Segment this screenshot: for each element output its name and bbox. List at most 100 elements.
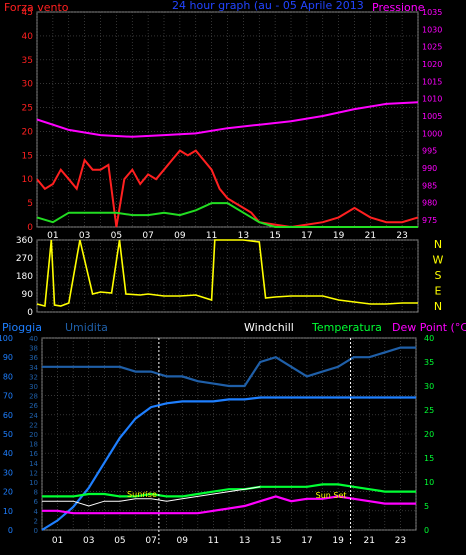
- temp-tick-20: 20: [424, 430, 434, 439]
- climate-x-tick-17: 17: [301, 536, 312, 546]
- climate-x-tick-11: 11: [208, 536, 219, 546]
- wind-tick-45: 45: [22, 8, 33, 18]
- pressure-axis-label: Pressione: [372, 1, 425, 14]
- temp-tick-35: 35: [424, 358, 434, 367]
- humidity-tick-30: 30: [29, 383, 38, 391]
- x-tick-01: 01: [47, 231, 58, 241]
- dir-tick-0: 0: [27, 308, 33, 318]
- climate-x-tick-19: 19: [332, 536, 344, 546]
- chart-title: 24 hour graph (au - 05 Aprile 2013: [172, 0, 364, 12]
- rain-tick-70: 70: [3, 392, 13, 401]
- humidity-tick-26: 26: [29, 402, 38, 410]
- climate-x-tick-05: 05: [114, 536, 125, 546]
- dir-tick-360: 360: [16, 236, 33, 246]
- climate-x-tick-15: 15: [270, 536, 281, 546]
- wind-tick-40: 40: [22, 32, 34, 42]
- pressure-tick-1015: 1015: [422, 77, 442, 86]
- temp-tick-40: 40: [424, 334, 434, 343]
- x-tick-11: 11: [206, 231, 217, 241]
- wind-axis-label: Forza vento: [4, 1, 69, 14]
- direction-axis-ticks: 0 90 180 270 360: [16, 236, 33, 318]
- humidity-tick-2: 2: [34, 517, 38, 525]
- climate-x-tick-01: 01: [52, 536, 63, 546]
- x-tick-07: 07: [142, 231, 153, 241]
- x-tick-13: 13: [238, 231, 249, 241]
- humidity-tick-10: 10: [29, 479, 38, 487]
- pressure-tick-975: 975: [422, 216, 437, 225]
- climate-x-tick-13: 13: [239, 536, 250, 546]
- rain-tick-40: 40: [3, 449, 13, 458]
- humidity-tick-4: 4: [34, 508, 39, 516]
- compass-1: W: [433, 254, 444, 267]
- humidity-tick-20: 20: [29, 431, 38, 439]
- humidity-tick-22: 22: [29, 421, 38, 429]
- pressure-tick-1030: 1030: [422, 25, 442, 34]
- compass-0: N: [434, 238, 442, 251]
- rain-tick-20: 20: [3, 488, 13, 497]
- dewpoint-label: Dew Point (°C): [392, 321, 466, 334]
- series-dew: [42, 495, 416, 515]
- series-temp: [42, 483, 416, 498]
- pressure-tick-990: 990: [422, 164, 437, 173]
- humidity-tick-0: 0: [34, 527, 38, 535]
- wind-tick-20: 20: [22, 127, 34, 137]
- climate-x-tick-07: 07: [145, 536, 156, 546]
- series-wind-force: [36, 149, 419, 229]
- wind-tick-5: 5: [27, 199, 33, 209]
- x-tick-19: 19: [333, 231, 345, 241]
- compass-4: N: [434, 300, 442, 313]
- pressure-tick-980: 980: [422, 199, 437, 208]
- temp-tick-15: 15: [424, 454, 434, 463]
- series-chill: [42, 486, 261, 507]
- series-rain: [41, 396, 416, 531]
- pressure-axis-ticks: 975 980 985 990 995 1000 1005 1010 1015 1020 1025 1…: [422, 8, 442, 225]
- rain-tick-100: 100: [0, 334, 13, 343]
- wind-tick-25: 25: [22, 104, 33, 114]
- temp-tick-10: 10: [424, 478, 434, 487]
- wind-axis-ticks: 0 5 10 15 20 25 30 35 40 45: [22, 8, 34, 233]
- pressure-tick-1005: 1005: [422, 112, 442, 121]
- temp-tick-25: 25: [424, 406, 434, 415]
- temperature-label: Temperatura: [311, 321, 382, 334]
- x-tick-15: 15: [269, 231, 280, 241]
- wind-tick-10: 10: [22, 175, 34, 185]
- pressure-tick-1010: 1010: [422, 95, 442, 104]
- rain-tick-80: 80: [3, 372, 13, 381]
- temp-tick-0: 0: [424, 526, 429, 535]
- humidity-tick-32: 32: [29, 373, 38, 381]
- wind-tick-30: 30: [22, 80, 34, 90]
- pressure-tick-985: 985: [422, 181, 437, 190]
- x-tick-23: 23: [396, 231, 407, 241]
- temp-tick-5: 5: [424, 502, 429, 511]
- series-pressure: [36, 101, 419, 138]
- climate-series: [41, 346, 416, 531]
- pressure-tick-1025: 1025: [422, 43, 442, 52]
- climate-x-tick-23: 23: [395, 536, 406, 546]
- x-tick-17: 17: [301, 231, 312, 241]
- sunset-label: Sun Set: [316, 491, 347, 500]
- climate-x-ticks: 01 03 05 07 09 11 13 15 17 19 21 23: [52, 536, 406, 546]
- humidity-tick-34: 34: [29, 364, 38, 372]
- sun-markers: Sunrise Sun Set: [127, 338, 352, 544]
- rain-axis-label: Pioggia: [2, 321, 42, 334]
- x-tick-03: 03: [79, 231, 90, 241]
- humidity-tick-12: 12: [29, 469, 38, 477]
- compass-2: S: [435, 269, 442, 282]
- dir-tick-90: 90: [22, 290, 34, 300]
- x-tick-21: 21: [365, 231, 376, 241]
- windchill-label: Windchill: [244, 321, 294, 334]
- rain-tick-0: 0: [8, 526, 13, 535]
- pressure-tick-1035: 1035: [422, 8, 442, 17]
- humidity-tick-6: 6: [34, 498, 39, 506]
- climate-x-tick-03: 03: [83, 536, 94, 546]
- series-wind-direction: [36, 239, 418, 308]
- dir-tick-180: 180: [16, 272, 33, 282]
- dir-tick-270: 270: [16, 254, 33, 264]
- wind-series: [36, 101, 419, 229]
- rain-tick-90: 90: [3, 353, 13, 362]
- humidity-tick-18: 18: [29, 441, 38, 449]
